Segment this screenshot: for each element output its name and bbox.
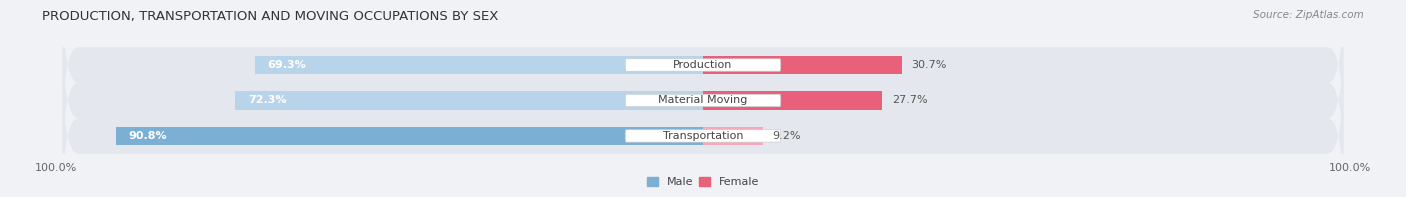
Text: 30.7%: 30.7% (911, 60, 946, 70)
Bar (703, 56, 901, 74)
Bar (115, 127, 703, 145)
FancyBboxPatch shape (63, 30, 1343, 171)
Text: PRODUCTION, TRANSPORTATION AND MOVING OCCUPATIONS BY SEX: PRODUCTION, TRANSPORTATION AND MOVING OC… (42, 10, 499, 23)
Text: Transportation: Transportation (662, 131, 744, 141)
FancyBboxPatch shape (626, 130, 780, 142)
Bar (235, 91, 703, 110)
FancyBboxPatch shape (626, 94, 780, 107)
Text: 90.8%: 90.8% (129, 131, 167, 141)
Text: 27.7%: 27.7% (891, 96, 928, 105)
Text: Material Moving: Material Moving (658, 96, 748, 105)
Text: Production: Production (673, 60, 733, 70)
Bar (703, 127, 762, 145)
Bar (703, 91, 882, 110)
Text: Source: ZipAtlas.com: Source: ZipAtlas.com (1253, 10, 1364, 20)
Legend: Male, Female: Male, Female (643, 172, 763, 191)
FancyBboxPatch shape (63, 0, 1343, 136)
Text: 9.2%: 9.2% (772, 131, 800, 141)
Text: 69.3%: 69.3% (267, 60, 307, 70)
Text: 72.3%: 72.3% (249, 96, 287, 105)
FancyBboxPatch shape (63, 65, 1343, 197)
Bar (254, 56, 703, 74)
FancyBboxPatch shape (626, 59, 780, 71)
